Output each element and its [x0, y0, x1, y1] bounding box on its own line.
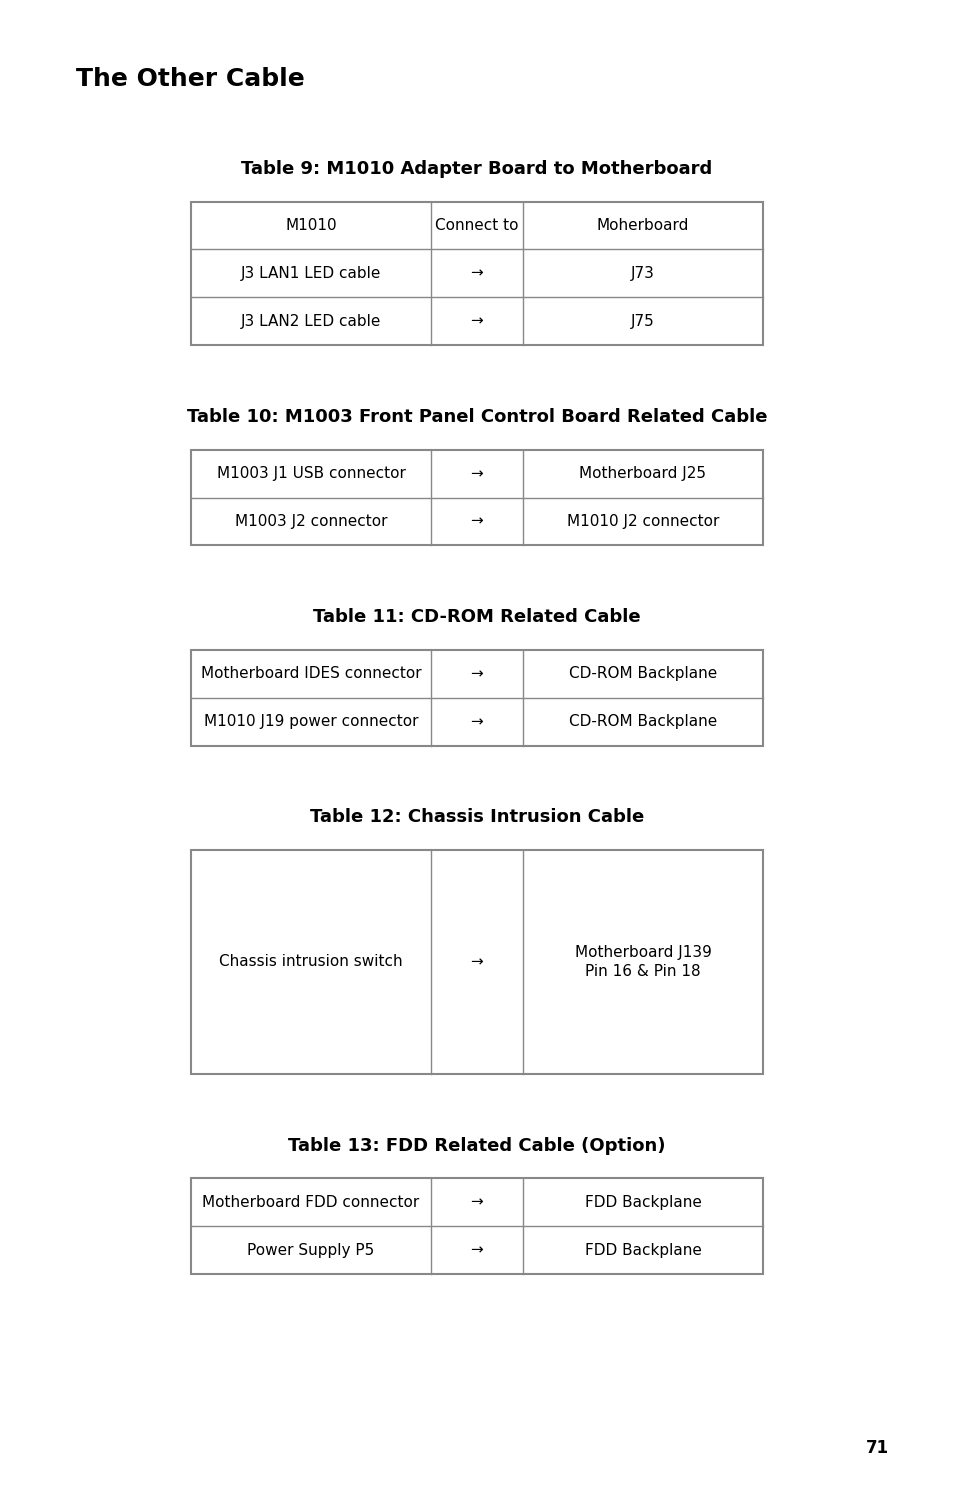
- Bar: [191, 1179, 762, 1274]
- Text: CD-ROM Backplane: CD-ROM Backplane: [568, 666, 717, 681]
- Text: FDD Backplane: FDD Backplane: [584, 1195, 700, 1210]
- Text: M1003 J2 connector: M1003 J2 connector: [234, 514, 387, 529]
- Text: M1003 J1 USB connector: M1003 J1 USB connector: [216, 466, 405, 481]
- Text: →: →: [470, 955, 483, 970]
- Text: The Other Cable: The Other Cable: [76, 67, 305, 91]
- Text: Table 13: FDD Related Cable (Option): Table 13: FDD Related Cable (Option): [288, 1137, 665, 1155]
- Text: →: →: [470, 266, 483, 281]
- Text: Table 9: M1010 Adapter Board to Motherboard: Table 9: M1010 Adapter Board to Motherbo…: [241, 160, 712, 178]
- Text: →: →: [470, 1195, 483, 1210]
- Text: M1010 J2 connector: M1010 J2 connector: [566, 514, 719, 529]
- Text: M1010: M1010: [285, 218, 336, 233]
- Text: Table 10: M1003 Front Panel Control Board Related Cable: Table 10: M1003 Front Panel Control Boar…: [187, 408, 766, 426]
- Text: Motherboard J25: Motherboard J25: [578, 466, 706, 481]
- Bar: [191, 202, 762, 345]
- Bar: [191, 850, 762, 1074]
- Text: M1010 J19 power connector: M1010 J19 power connector: [204, 714, 417, 729]
- Text: Chassis intrusion switch: Chassis intrusion switch: [219, 955, 402, 970]
- Bar: [191, 650, 762, 746]
- Bar: [191, 450, 762, 545]
- Text: J3 LAN1 LED cable: J3 LAN1 LED cable: [240, 266, 381, 281]
- Text: →: →: [470, 666, 483, 681]
- Text: →: →: [470, 314, 483, 329]
- Text: Moherboard: Moherboard: [597, 218, 688, 233]
- Text: Power Supply P5: Power Supply P5: [247, 1243, 375, 1258]
- Text: Motherboard IDES connector: Motherboard IDES connector: [200, 666, 421, 681]
- Text: Table 11: CD-ROM Related Cable: Table 11: CD-ROM Related Cable: [313, 608, 640, 626]
- Text: J75: J75: [631, 314, 654, 329]
- Text: Connect to: Connect to: [435, 218, 518, 233]
- Text: J3 LAN2 LED cable: J3 LAN2 LED cable: [240, 314, 381, 329]
- Text: →: →: [470, 466, 483, 481]
- Text: Table 12: Chassis Intrusion Cable: Table 12: Chassis Intrusion Cable: [310, 808, 643, 826]
- Text: →: →: [470, 514, 483, 529]
- Text: →: →: [470, 714, 483, 729]
- Text: 71: 71: [865, 1439, 888, 1457]
- Text: Motherboard J139
Pin 16 & Pin 18: Motherboard J139 Pin 16 & Pin 18: [574, 944, 711, 980]
- Text: Motherboard FDD connector: Motherboard FDD connector: [202, 1195, 419, 1210]
- Text: →: →: [470, 1243, 483, 1258]
- Text: CD-ROM Backplane: CD-ROM Backplane: [568, 714, 717, 729]
- Text: FDD Backplane: FDD Backplane: [584, 1243, 700, 1258]
- Text: J73: J73: [630, 266, 655, 281]
